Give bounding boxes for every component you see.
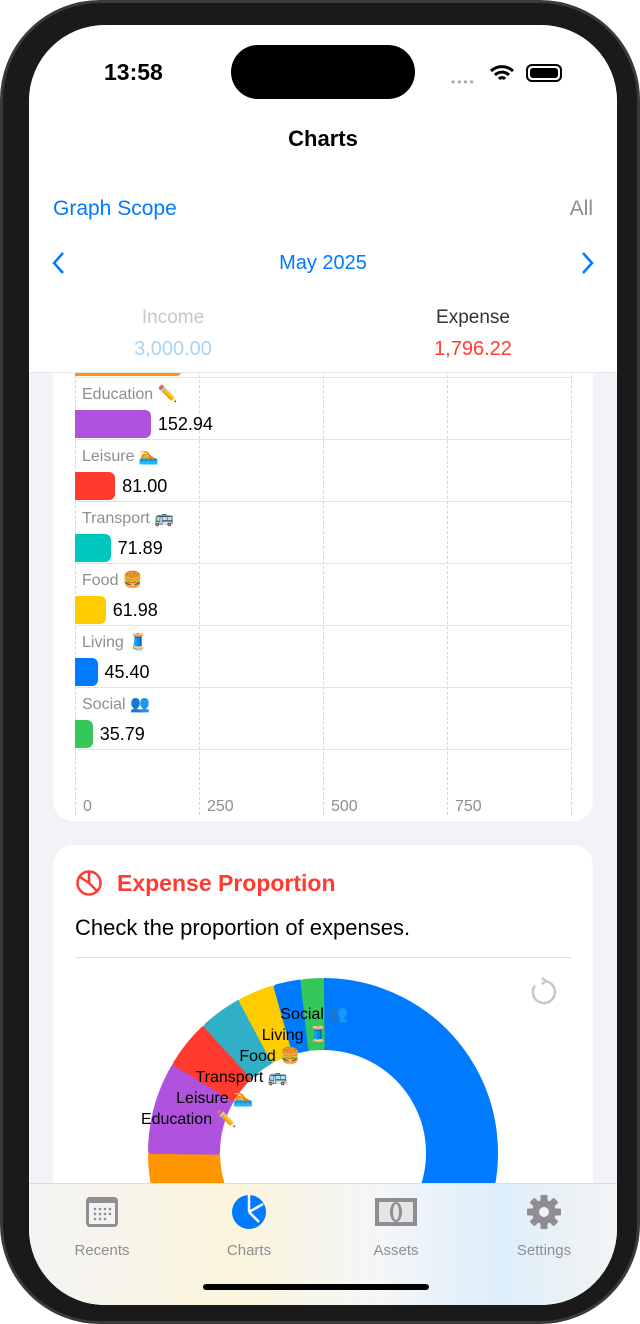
tab-bar: Recents Charts Assets Settings: [29, 1183, 617, 1305]
grid-line: [75, 315, 76, 815]
bar-row: Education ✏️ 152.94: [75, 378, 571, 440]
bar[interactable]: [75, 534, 111, 562]
screen: 13:58 •••• Charts Graph Scope All May 20…: [29, 25, 617, 1305]
battery-icon: [526, 64, 562, 82]
grid-line: [199, 315, 200, 815]
x-tick-label: 0: [83, 798, 92, 815]
tab-label: Charts: [226, 1242, 272, 1259]
bar-value: 35.79: [99, 724, 145, 744]
card-title: Expense Proportion: [117, 870, 336, 896]
income-label[interactable]: Income: [141, 307, 205, 328]
tab-label: Recents: [74, 1242, 130, 1259]
header: 13:58 •••• Charts Graph Scope All May 20…: [29, 25, 617, 373]
page-title: Charts: [288, 126, 358, 151]
x-tick-label: 250: [207, 798, 234, 815]
bar[interactable]: [75, 720, 93, 748]
bar-row: Living 🧵 45.40: [75, 626, 571, 688]
gear-icon: [527, 1195, 561, 1229]
bar-label: Living 🧵: [82, 634, 149, 651]
bar-row: Leisure 🏊 81.00: [75, 440, 571, 502]
grid-line: [447, 315, 448, 815]
donut-slice[interactable]: [300, 978, 325, 1051]
income-value: 3,000.00: [134, 338, 212, 360]
graph-scope-label[interactable]: Graph Scope: [53, 197, 177, 220]
chevron-right-icon[interactable]: [579, 251, 595, 275]
dynamic-island: [231, 45, 415, 99]
period-label[interactable]: May 2025: [279, 252, 367, 274]
tab-settings[interactable]: Settings: [489, 1192, 599, 1259]
chevron-left-icon[interactable]: [51, 251, 67, 275]
bar-value: 45.40: [104, 662, 150, 682]
status-time: 13:58: [104, 59, 163, 85]
tab-label: Assets: [373, 1242, 419, 1259]
calendar-icon: [86, 1197, 118, 1227]
bar-label: Social 👥: [82, 696, 150, 713]
tab-charts[interactable]: Charts: [194, 1192, 304, 1259]
slice-label: Social 👥: [280, 1005, 349, 1023]
bar-value: 152.94: [157, 414, 213, 434]
divider: [75, 957, 571, 958]
bar-label: Education ✏️: [82, 386, 178, 403]
slice-label: Education ✏️: [140, 1110, 237, 1128]
signal-icon: ••••: [451, 75, 476, 89]
bar-value: 81.00: [122, 476, 168, 496]
bar[interactable]: [75, 658, 98, 686]
bar-row: Food 🍔 61.98: [75, 564, 571, 626]
banknote-icon: [375, 1198, 417, 1226]
bar-label: Leisure 🏊: [82, 448, 159, 465]
x-tick-label: 500: [331, 798, 358, 815]
card-subtitle: Check the proportion of expenses.: [75, 915, 411, 940]
home-indicator: [203, 1284, 429, 1290]
wifi-icon: [489, 65, 515, 81]
tab-label: Settings: [516, 1242, 572, 1259]
slice-label: Transport 🚌: [195, 1068, 288, 1086]
slice-label: Leisure 🏊: [176, 1089, 253, 1107]
x-tick-label: 750: [455, 798, 482, 815]
tab-assets[interactable]: Assets: [341, 1192, 451, 1259]
bar-value: 61.98: [112, 600, 158, 620]
expense-label[interactable]: Expense: [436, 307, 510, 328]
bar-row: Transport 🚌 71.89: [75, 502, 571, 564]
pie-chart-icon: [232, 1195, 266, 1229]
expense-value: 1,796.22: [434, 338, 512, 360]
tab-recents[interactable]: Recents: [47, 1192, 157, 1259]
grid-line: [323, 315, 324, 815]
slice-label: Food 🍔: [239, 1047, 301, 1065]
bar-label: Food 🍔: [82, 572, 143, 589]
refresh-icon[interactable]: [529, 977, 559, 1007]
donut-slice[interactable]: [173, 1025, 253, 1101]
pie-chart-icon: [76, 870, 102, 896]
bar[interactable]: [75, 410, 151, 438]
slice-label: Living 🧵: [261, 1026, 328, 1044]
donut-slice[interactable]: [148, 1064, 235, 1155]
bar[interactable]: [75, 472, 116, 500]
grid-line: [571, 315, 572, 815]
graph-scope-value[interactable]: All: [569, 197, 593, 220]
bar-row: Social 👥 35.79: [75, 688, 571, 750]
bar-label: Transport 🚌: [82, 510, 175, 527]
bar[interactable]: [75, 596, 106, 624]
bar-value: 71.89: [117, 538, 163, 558]
